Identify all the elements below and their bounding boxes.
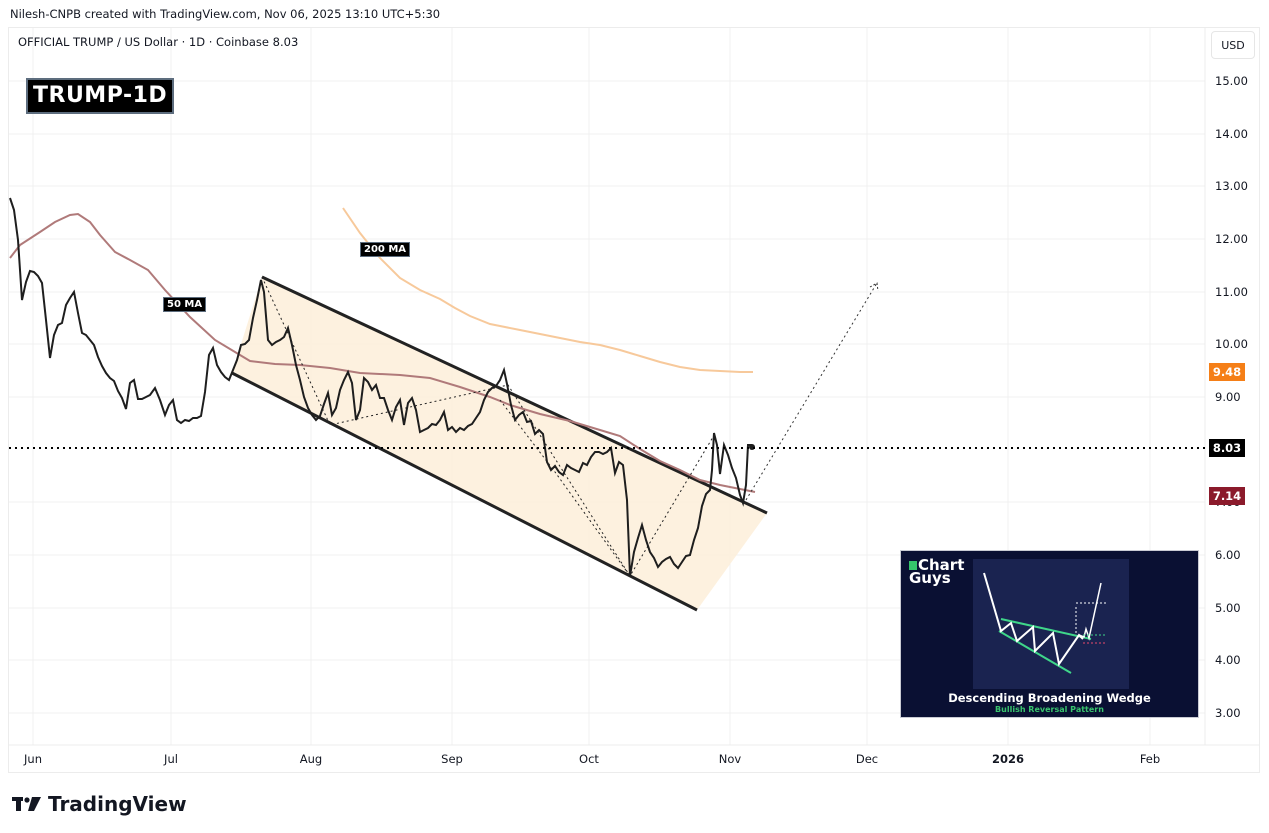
ma50-price-label: 7.14 — [1209, 487, 1245, 505]
wedge-fill — [232, 277, 767, 610]
inset-title: Descending Broadening Wedge — [948, 691, 1151, 705]
zigzag-dotted-2 — [499, 399, 631, 577]
time-tick: Jul — [164, 752, 178, 766]
time-tick: Dec — [855, 752, 879, 766]
tradingview-logo[interactable]: TradingView — [12, 792, 187, 816]
price-line — [9, 197, 752, 577]
price-tick: 3.00 — [1215, 706, 1241, 720]
chart-frame — [8, 27, 1260, 773]
symbol-info: OFFICIAL TRUMP / US Dollar · 1D · Coinba… — [18, 35, 299, 49]
chart-credit: Nilesh-CNPB created with TradingView.com… — [10, 7, 441, 21]
ticker-badge: TRUMP-1D — [26, 78, 175, 114]
pattern-reference-image: Chart Guys Descending Broadening Wedge Bu… — [900, 550, 1199, 718]
ma200-line — [342, 207, 753, 373]
inset-subtitle: Bullish Reversal Pattern — [995, 705, 1104, 714]
price-tick: 4.00 — [1215, 653, 1241, 667]
time-tick: Nov — [718, 752, 742, 766]
price-tick: 11.00 — [1215, 285, 1248, 299]
chartguys-logo-icon — [909, 561, 917, 570]
ma50-line — [9, 212, 756, 493]
ma200-label: 200 MA — [360, 242, 411, 257]
price-tick: 9.00 — [1215, 390, 1241, 404]
time-tick: Feb — [1139, 752, 1161, 766]
tradingview-brand: TradingView — [48, 792, 187, 816]
projection-arrow-head — [869, 282, 879, 292]
currency-button[interactable]: USD — [1211, 31, 1255, 59]
tradingview-logo-icon — [12, 797, 41, 811]
ma50-label: 50 MA — [163, 297, 207, 312]
price-tick: 12.00 — [1215, 232, 1248, 246]
projection-arrow — [745, 282, 878, 501]
price-tick: 6.00 — [1215, 548, 1241, 562]
chartguys-logo: Chart Guys — [909, 556, 965, 587]
price-tick: 15.00 — [1215, 74, 1248, 88]
price-tick: 13.00 — [1215, 179, 1248, 193]
inset-pattern-drawing — [983, 572, 1106, 674]
time-tick: 2026 — [991, 752, 1025, 766]
price-tick: 10.00 — [1215, 337, 1248, 351]
price-tick: 14.00 — [1215, 127, 1248, 141]
time-tick: Oct — [579, 752, 599, 766]
wedge-upper-line — [261, 275, 768, 515]
time-tick: Jun — [24, 752, 42, 766]
time-tick: Aug — [299, 752, 323, 766]
price-tick: 5.00 — [1215, 601, 1241, 615]
time-tick: Sep — [441, 752, 463, 766]
last-price-label: 8.03 — [1209, 439, 1245, 457]
ma200-price-label: 9.48 — [1209, 363, 1245, 381]
